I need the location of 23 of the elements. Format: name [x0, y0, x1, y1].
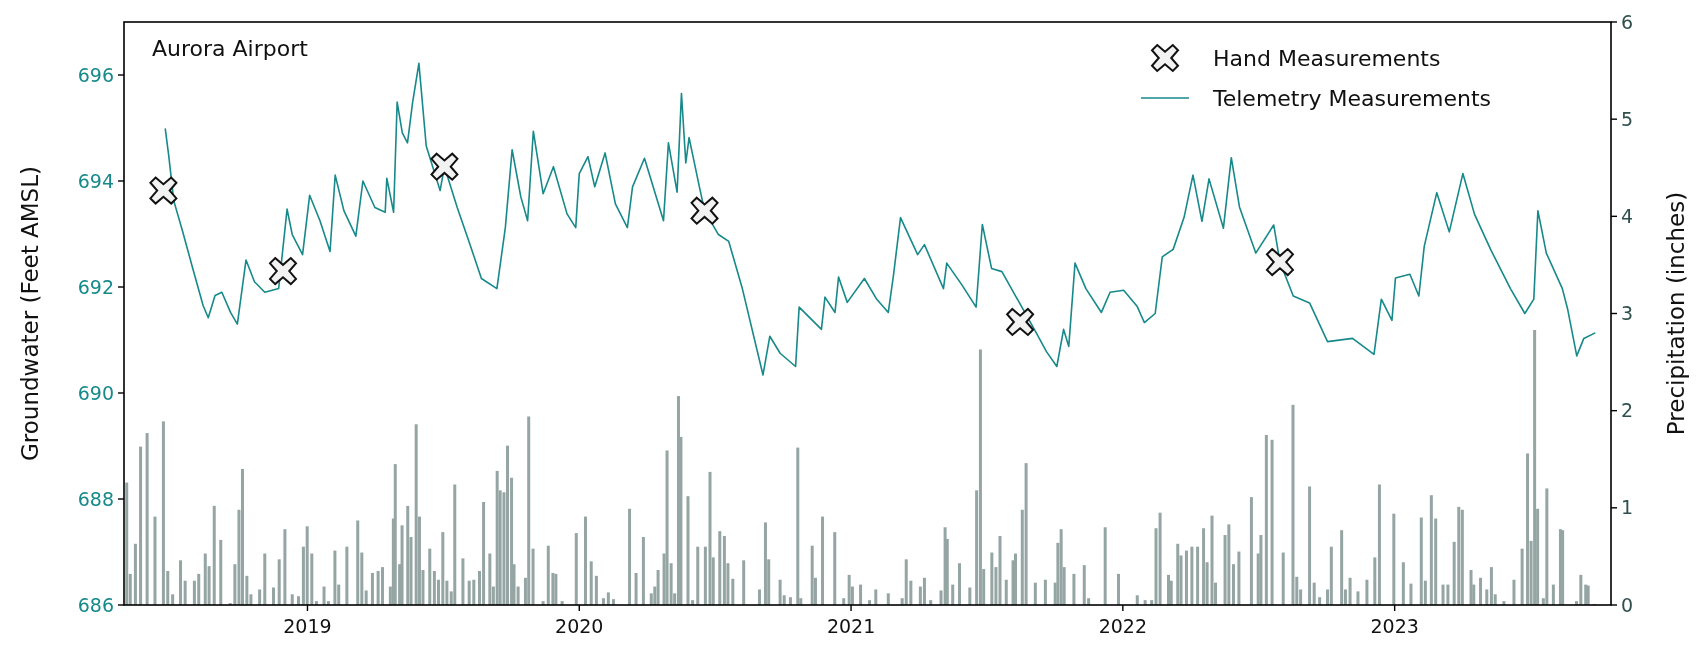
x-tick-label: 2020	[555, 615, 604, 637]
y2-tick-label: 4	[1621, 204, 1634, 227]
x-tick-label: 2022	[1098, 615, 1148, 637]
x-tick-label: 2019	[283, 615, 332, 637]
y2-tick-label: 1	[1621, 496, 1634, 519]
y2-axis-title: Precipitation (inches)	[1663, 191, 1690, 436]
y-tick-label: 688	[77, 487, 114, 510]
y-tick-label: 696	[77, 63, 114, 86]
y2-tick-label: 2	[1621, 399, 1634, 422]
y2-tick-label: 5	[1621, 107, 1634, 130]
y2-tick-label: 6	[1621, 10, 1634, 33]
y-tick-label: 692	[77, 275, 114, 298]
legend-label: Hand Measurements	[1213, 45, 1441, 71]
annotation: Aurora Airport	[152, 36, 309, 61]
y2-tick-label: 3	[1621, 302, 1634, 325]
legend-label: Telemetry Measurements	[1212, 85, 1492, 111]
y2-tick-label: 0	[1621, 593, 1634, 616]
y-tick-label: 686	[77, 593, 114, 616]
y-tick-label: 690	[77, 381, 114, 404]
x-tick-label: 2021	[826, 615, 876, 637]
y-axis-title: Groundwater (Feet AMSL)	[17, 166, 44, 461]
y-tick-label: 694	[77, 169, 114, 192]
x-tick-label: 2023	[1370, 615, 1419, 637]
